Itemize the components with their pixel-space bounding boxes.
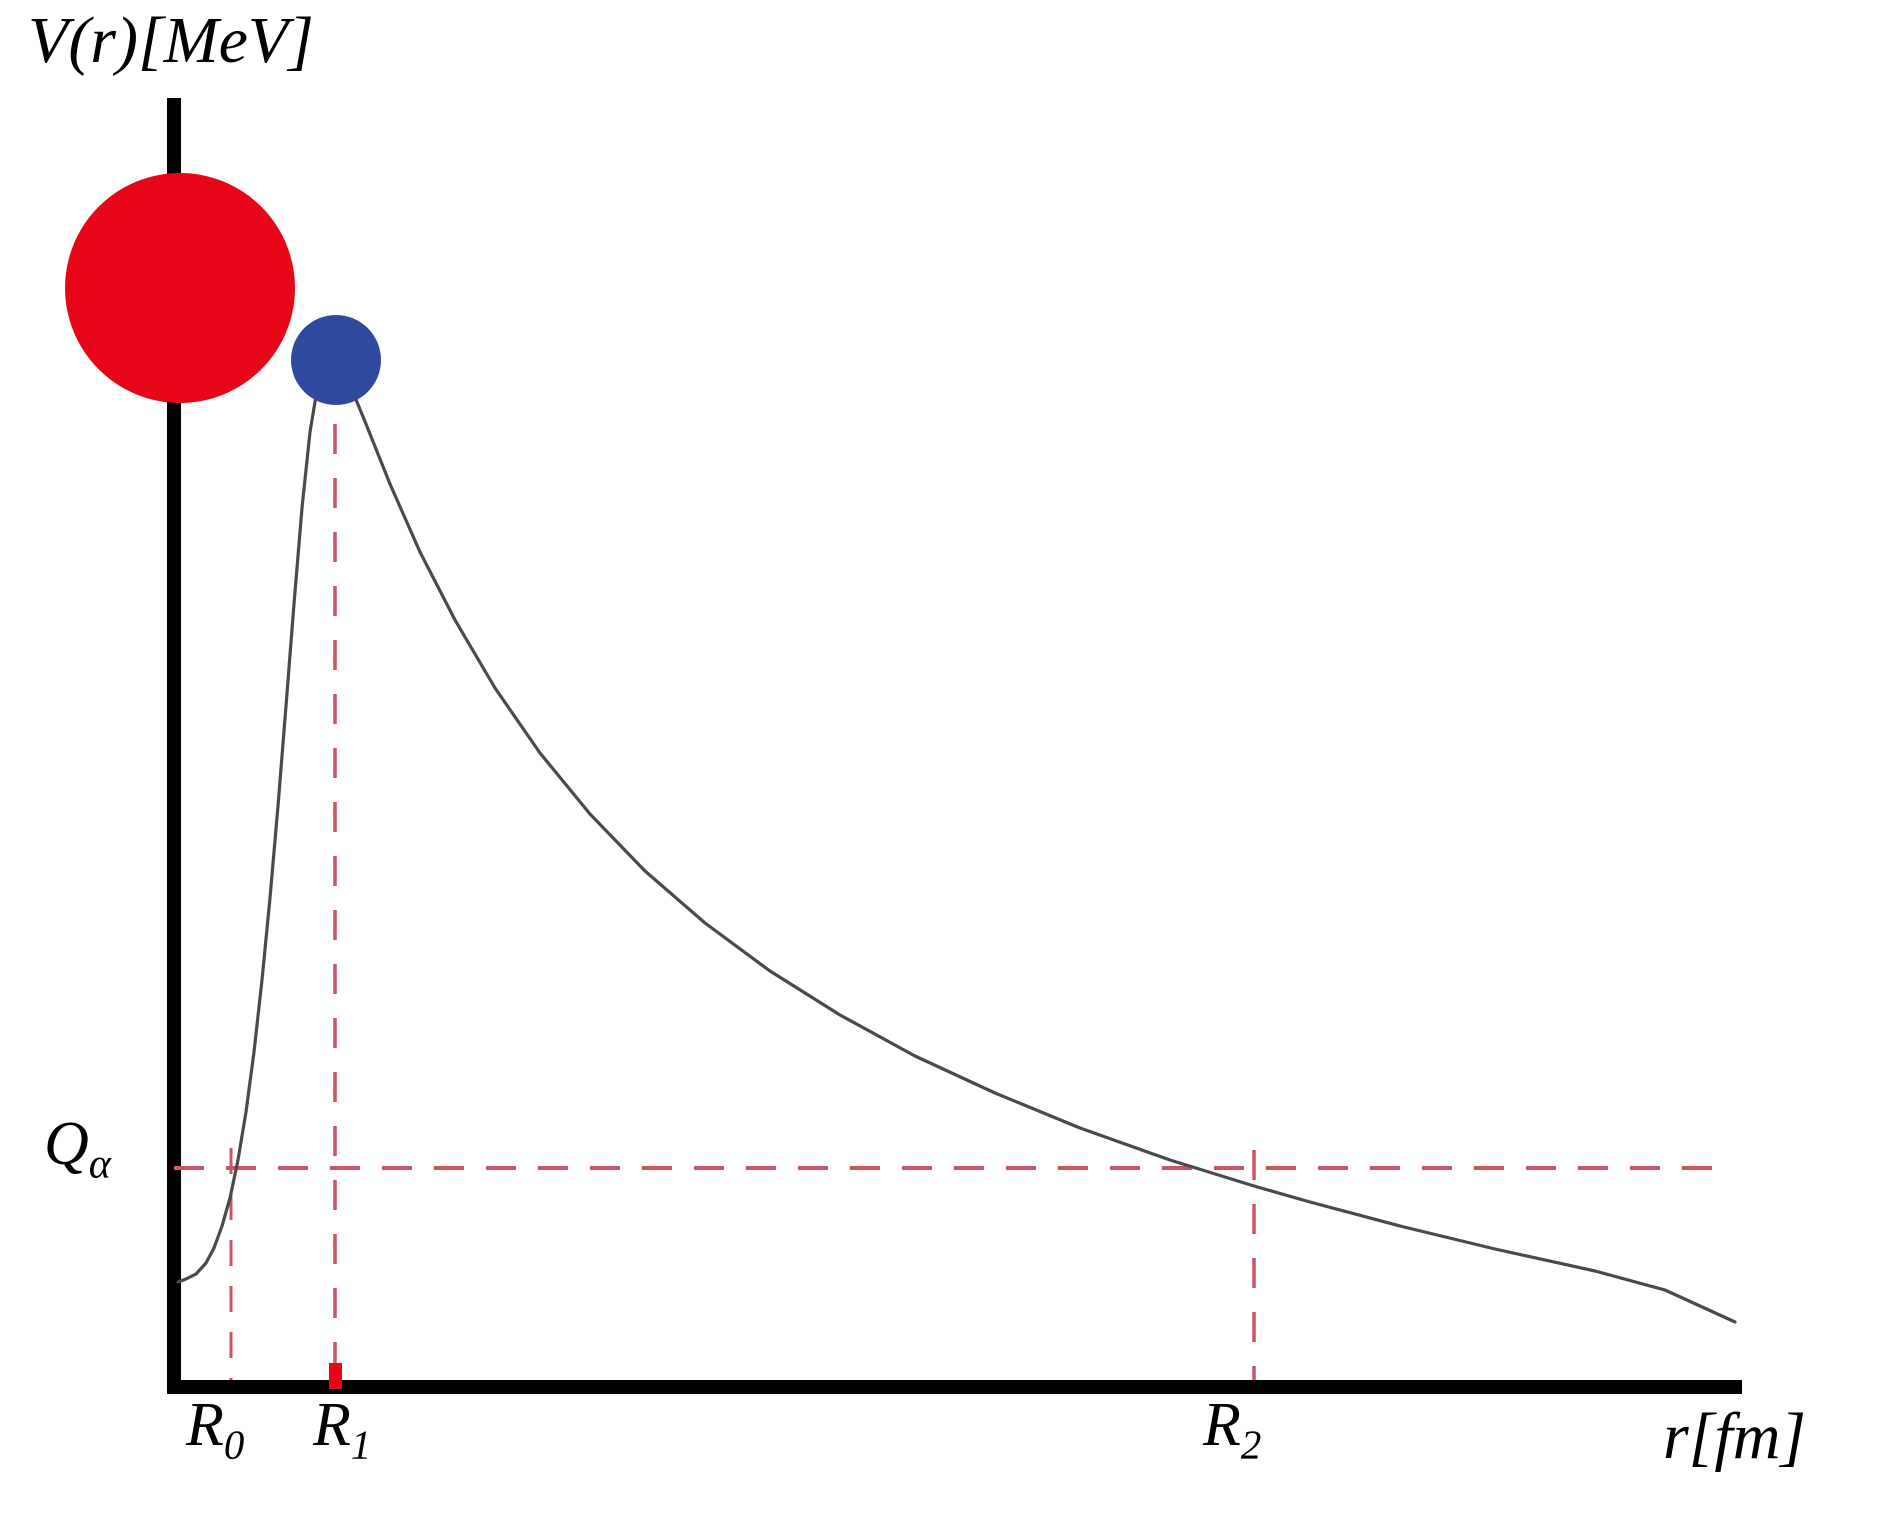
tick-label-q-alpha-base: Q <box>44 1110 89 1178</box>
tick-label-r0: R0 <box>186 1394 244 1466</box>
r1-axis-tick <box>329 1363 342 1389</box>
tick-label-r2-sub: 2 <box>1240 1422 1262 1468</box>
tick-label-r0-sub: 0 <box>223 1422 245 1468</box>
tick-label-r1-sub: 1 <box>350 1422 372 1468</box>
potential-energy-curve <box>176 354 1737 1324</box>
x-axis-title: r[fm] <box>1663 1400 1807 1473</box>
tick-label-r2: R2 <box>1203 1394 1261 1466</box>
tick-label-r0-base: R <box>186 1391 224 1459</box>
alpha-particle <box>291 315 381 405</box>
y-axis-title: V(r)[MeV] <box>28 4 314 77</box>
tick-label-q-alpha-sub: α <box>88 1140 111 1188</box>
tick-label-q-alpha: Qα <box>44 1113 111 1186</box>
tick-label-r2-base: R <box>1203 1391 1241 1459</box>
daughter-nucleus <box>65 173 295 403</box>
tick-label-r1: R1 <box>313 1394 371 1466</box>
tick-label-r1-base: R <box>313 1391 351 1459</box>
